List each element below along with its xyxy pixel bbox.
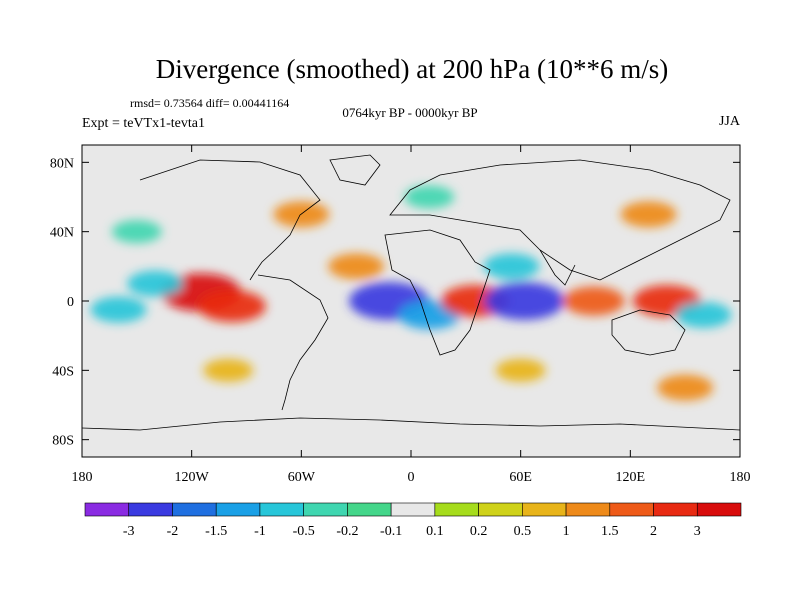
field-anomaly-1 [197, 290, 266, 323]
divergence-field [90, 185, 732, 401]
field-anomaly-17 [203, 358, 254, 382]
color-legend: -3 -2 -1.5 -1 -0.5 -0.2 -0.1 0.1 0.2 0.5 1 1.5 2 3 [84, 502, 742, 539]
x-tick-label: 120E [616, 470, 646, 485]
legend-swatch [259, 502, 304, 517]
map-title: Divergence (smoothed) at 200 hPa (10**6 … [156, 54, 668, 84]
legend-swatch [390, 502, 436, 517]
field-anomaly-14 [620, 201, 677, 228]
field-anomaly-3 [127, 270, 184, 297]
field-anomaly-15 [111, 220, 162, 244]
field-anomaly-19 [657, 374, 714, 401]
legend-label: 2 [650, 524, 657, 539]
field-anomaly-16 [404, 185, 455, 209]
field-anomaly-9 [562, 286, 625, 316]
coastline-africa [384, 229, 491, 356]
legend-label: 0.2 [470, 524, 488, 539]
legend-swatch [653, 502, 698, 517]
legend-label: -0.1 [380, 524, 402, 539]
legend-swatch [128, 502, 173, 517]
legend-swatch [565, 502, 611, 517]
legend-label: 3 [694, 524, 701, 539]
legend-label: 1.5 [601, 524, 619, 539]
stats-label: rmsd= 0.73564 diff= 0.00441164 [130, 96, 289, 110]
coastline-north-america [139, 159, 321, 281]
legend-swatch [434, 502, 479, 517]
legend-swatch [215, 502, 261, 517]
field-anomaly-7 [484, 282, 565, 320]
legend-label: -0.5 [293, 524, 315, 539]
x-tick-label: 120W [175, 470, 210, 485]
map-plot-area [82, 145, 740, 457]
y-tick-label: 40N [50, 226, 74, 241]
x-tick-label: 180 [730, 470, 751, 485]
legend-label: -2 [167, 524, 179, 539]
legend-swatch [172, 502, 217, 517]
legend-swatch [478, 502, 523, 517]
x-tick-label: 60W [288, 470, 316, 485]
legend-swatch [609, 502, 654, 517]
y-tick-label: 0 [67, 295, 74, 310]
coastline-greenland [329, 154, 381, 186]
y-tick-label: 40S [52, 364, 74, 379]
experiment-label: Expt = teVTx1-tevta1 [82, 116, 205, 131]
season-label: JJA [719, 114, 741, 129]
coastline-antarctica [82, 417, 740, 431]
legend-label: 0.1 [426, 524, 444, 539]
coastline-australia [611, 309, 686, 356]
legend-swatch [84, 502, 130, 517]
coastline-india [539, 249, 576, 286]
y-tick-label: 80S [52, 434, 74, 449]
coastlines [82, 154, 740, 431]
legend-label: -1.5 [205, 524, 227, 539]
period-label: 0764kyr BP - 0000kyr BP [342, 105, 477, 120]
longitude-axis: 180 120W 60W 0 60E 120E 180 [72, 145, 751, 485]
field-anomaly-11 [675, 301, 732, 328]
field-anomaly-18 [495, 358, 546, 382]
x-tick-label: 180 [72, 470, 93, 485]
y-tick-label: 80N [50, 156, 74, 171]
legend-swatch [347, 502, 392, 517]
legend-swatch [696, 502, 742, 517]
legend-label: 0.5 [514, 524, 532, 539]
coastline-eurasia [389, 159, 731, 281]
legend-label: 1 [563, 524, 570, 539]
legend-swatch [522, 502, 567, 517]
field-anomaly-12 [328, 253, 385, 280]
x-tick-label: 60E [509, 470, 532, 485]
legend-swatch [303, 502, 348, 517]
coastline-south-america [257, 274, 329, 411]
latitude-axis: 80N 40N 0 40S 80S [50, 156, 740, 449]
legend-label: -0.2 [336, 524, 358, 539]
x-tick-label: 0 [408, 470, 415, 485]
legend-label: -1 [254, 524, 266, 539]
legend-label: -3 [123, 524, 135, 539]
field-anomaly-2 [90, 296, 147, 323]
field-anomaly-8 [483, 253, 540, 280]
